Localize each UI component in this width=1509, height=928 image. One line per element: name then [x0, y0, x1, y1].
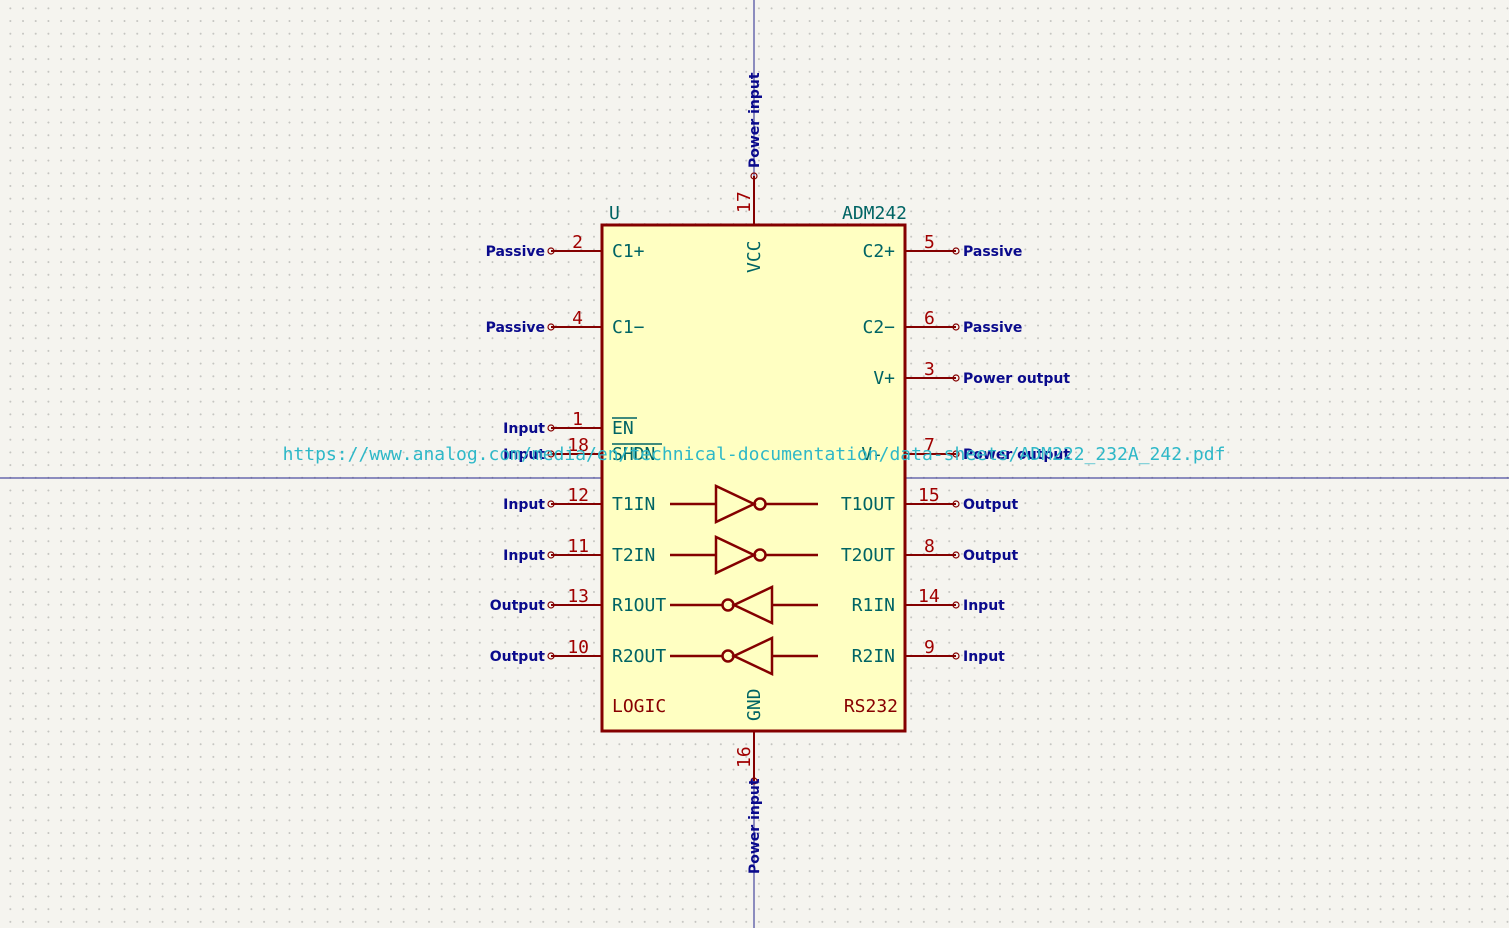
unit-label-logic: LOGIC [612, 696, 666, 717]
pin-number-1: 1 [572, 409, 583, 430]
pin-end-8 [952, 551, 960, 559]
pin-name-r1out: R1OUT [612, 595, 666, 616]
pin-type-9: Input [963, 649, 1005, 665]
pin-type-4: Passive [486, 320, 545, 336]
pin-number-3: 3 [924, 359, 935, 380]
pin-type-17: Power input [747, 72, 763, 168]
pin-number-11: 11 [567, 536, 589, 557]
pin-type-1: Input [503, 421, 545, 437]
left-pin-lines [551, 250, 602, 657]
pin-end-6 [952, 323, 960, 331]
pin-end-7 [952, 450, 960, 458]
receiver-2-symbol [670, 636, 818, 676]
pin-number-5: 5 [924, 232, 935, 253]
pin-end-11 [547, 551, 555, 559]
pin-end-15 [952, 500, 960, 508]
pin-end-9 [952, 652, 960, 660]
pin-number-14: 14 [918, 586, 940, 607]
pin-end-12 [547, 500, 555, 508]
driver-2-symbol [670, 535, 818, 575]
pin-end-3 [952, 374, 960, 382]
receiver-1-symbol [670, 585, 818, 625]
pin-name-t1out: T1OUT [841, 494, 895, 515]
pin-type-15: Output [963, 497, 1019, 513]
pin-type-2: Passive [486, 244, 545, 260]
pin-name-v-plus: V+ [873, 368, 895, 389]
pin-number-9: 9 [924, 637, 935, 658]
pin-type-7: Power output [963, 447, 1070, 463]
pin-name-t1in: T1IN [612, 494, 655, 515]
datasheet-url[interactable]: https://www.analog.com/media/en/technica… [283, 444, 1226, 465]
pin-name-r1in: R1IN [852, 595, 895, 616]
pin-end-16 [750, 777, 758, 785]
pin-name-r2in: R2IN [852, 646, 895, 667]
pin-type-10: Output [490, 649, 546, 665]
pin-name-v-minus: V- [861, 444, 883, 465]
pin-type-3: Power output [963, 371, 1070, 387]
pin-name-c2-minus: C2− [862, 317, 895, 338]
pin-name-gnd: GND [744, 688, 765, 721]
pin-end-2 [547, 247, 555, 255]
pin-end-17 [750, 172, 758, 180]
pin-number-8: 8 [924, 536, 935, 557]
pin-name-t2out: T2OUT [841, 545, 895, 566]
driver-1-symbol [670, 484, 818, 524]
reference-designator[interactable]: U [609, 203, 620, 224]
pin-number-10: 10 [567, 637, 589, 658]
pin-number-13: 13 [567, 586, 589, 607]
pin-type-8: Output [963, 548, 1019, 564]
pin-end-4 [547, 323, 555, 331]
pin-number-18: 18 [567, 435, 589, 456]
pin-end-1 [547, 424, 555, 432]
right-pin-lines [905, 250, 956, 657]
pin-name-c1-minus: C1− [612, 317, 645, 338]
pin-number-17: 17 [734, 191, 755, 213]
pin-end-18 [547, 450, 555, 458]
pin-name-r2out: R2OUT [612, 646, 666, 667]
pin-type-6: Passive [963, 320, 1022, 336]
pin-name-c2-plus: C2+ [862, 241, 895, 262]
pin-name-shdn: SHDN [612, 444, 655, 465]
pin-number-15: 15 [918, 485, 940, 506]
pin-number-12: 12 [567, 485, 589, 506]
pin-end-10 [547, 652, 555, 660]
component-value[interactable]: ADM242 [842, 203, 907, 224]
pin-type-11: Input [503, 548, 545, 564]
pin-number-6: 6 [924, 308, 935, 329]
pin-end-14 [952, 601, 960, 609]
pin-number-16: 16 [734, 746, 755, 768]
pin-type-12: Input [503, 497, 545, 513]
pin-name-en: EN [612, 418, 634, 439]
pin-type-14: Input [963, 598, 1005, 614]
pin-end-13 [547, 601, 555, 609]
unit-label-rs232: RS232 [844, 696, 898, 717]
pin-type-16: Power input [747, 778, 763, 874]
pin-name-t2in: T2IN [612, 545, 655, 566]
pin-end-5 [952, 247, 960, 255]
pin-type-13: Output [490, 598, 546, 614]
pin-name-c1-plus: C1+ [612, 241, 645, 262]
internal-gates [670, 484, 818, 676]
pin-number-2: 2 [572, 232, 583, 253]
pin-end-markers [547, 172, 960, 785]
pin-type-18: Input [503, 447, 545, 463]
pin-number-4: 4 [572, 308, 583, 329]
pin-type-5: Passive [963, 244, 1022, 260]
pin-name-vcc: VCC [744, 240, 765, 273]
pin-number-7: 7 [924, 435, 935, 456]
